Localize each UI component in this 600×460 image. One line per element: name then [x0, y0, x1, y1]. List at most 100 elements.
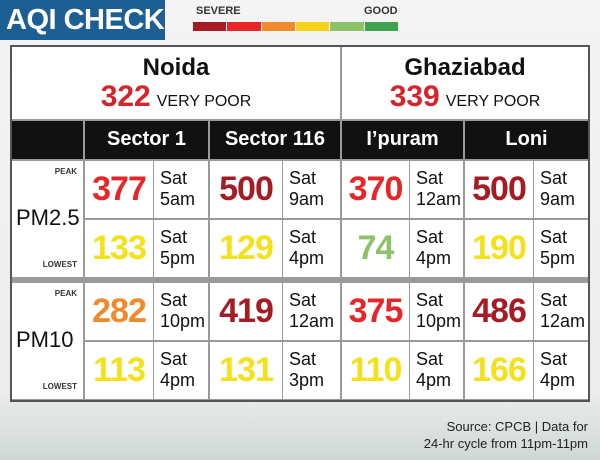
city-aqi-line: 339 VERY POOR: [342, 81, 588, 118]
city-category: VERY POOR: [156, 93, 252, 110]
scale-segment: [295, 22, 330, 31]
day: Sat: [289, 349, 317, 369]
row-label: PEAK: [54, 167, 77, 176]
value-cell: 113: [85, 342, 153, 399]
time: 5am: [160, 189, 196, 209]
city-category: VERY POOR: [445, 93, 541, 110]
value-cell: 74: [342, 220, 409, 277]
value-cell: 129: [210, 220, 282, 277]
aqi-table: Noida 322 VERY POOR Ghaziabad 339 VERY POOR Se…: [10, 45, 590, 402]
day: Sat: [160, 168, 188, 188]
day: Sat: [540, 168, 568, 188]
city-name: Noida: [142, 54, 210, 81]
value-cell: 110: [342, 342, 409, 399]
day: Sat: [289, 290, 317, 310]
time: 12am: [289, 311, 335, 331]
time-cell: Sat 10pm: [410, 283, 463, 340]
time-cell: Sat 4pm: [154, 342, 208, 399]
value-cell: 131: [210, 342, 282, 399]
title: AQI CHECK: [0, 0, 165, 40]
pollutant-label-cell: PEAK PM10 LOWEST: [12, 283, 83, 399]
value-cell: 500: [465, 161, 533, 218]
city-header: Noida 322 VERY POOR: [12, 47, 340, 119]
day: Sat: [289, 227, 317, 247]
day: Sat: [540, 290, 568, 310]
scale-segment: [261, 22, 295, 31]
station-header: I’puram: [342, 121, 463, 159]
time: 4pm: [540, 370, 576, 390]
time: 4pm: [289, 248, 325, 268]
value-cell: 419: [210, 283, 282, 340]
source-note: Source: CPCB | Data for 24-hr cycle from…: [424, 418, 588, 452]
day: Sat: [160, 349, 188, 369]
value-cell: 133: [85, 220, 153, 277]
time-cell: Sat 4pm: [534, 342, 588, 399]
time: 4pm: [416, 370, 452, 390]
city-name: Ghaziabad: [404, 54, 526, 81]
day: Sat: [540, 349, 568, 369]
value-cell: 500: [210, 161, 282, 218]
time: 5pm: [540, 248, 576, 268]
station-header: Sector 1: [85, 121, 208, 159]
time: 9am: [289, 189, 325, 209]
day: Sat: [416, 168, 444, 188]
day: Sat: [416, 290, 444, 310]
day: Sat: [540, 227, 568, 247]
time-cell: Sat 4pm: [283, 220, 340, 277]
time-cell: Sat 9am: [534, 161, 588, 218]
time-cell: Sat 10pm: [154, 283, 208, 340]
time-cell: Sat 5am: [154, 161, 208, 218]
pollutant-name: PM10: [16, 327, 74, 352]
value-cell: 190: [465, 220, 533, 277]
value-cell: 486: [465, 283, 533, 340]
time: 10pm: [416, 311, 462, 331]
city-header: Ghaziabad 339 VERY POOR: [342, 47, 588, 119]
time-cell: Sat 4pm: [410, 220, 463, 277]
pollutant-label-cell: PEAK PM2.5 LOWEST: [12, 161, 83, 277]
day: Sat: [416, 227, 444, 247]
value-cell: 370: [342, 161, 409, 218]
day: Sat: [416, 349, 444, 369]
day: Sat: [160, 227, 188, 247]
city-aqi: 322: [100, 80, 151, 113]
city-aqi-line: 322 VERY POOR: [12, 81, 340, 118]
time: 4pm: [416, 248, 452, 268]
value-cell: 375: [342, 283, 409, 340]
time: 10pm: [160, 311, 206, 331]
scale-segment: [330, 22, 364, 31]
pollutant-name: PM2.5: [16, 205, 80, 230]
scale-left-label: SEVERE: [196, 5, 241, 17]
time-cell: Sat 3pm: [283, 342, 340, 399]
source-line: Source: CPCB | Data for: [446, 419, 588, 434]
station-header: Sector 116: [210, 121, 340, 159]
time-cell: Sat 12am: [410, 161, 463, 218]
time: 3pm: [289, 370, 325, 390]
value-cell: 166: [465, 342, 533, 399]
day: Sat: [289, 168, 317, 188]
corner: [12, 121, 83, 159]
time: 9am: [540, 189, 576, 209]
time-cell: Sat 12am: [283, 283, 340, 340]
time-cell: Sat 4pm: [410, 342, 463, 399]
time-cell: Sat 9am: [283, 161, 340, 218]
scale-right-label: GOOD: [364, 5, 398, 17]
time-cell: Sat 12am: [534, 283, 588, 340]
row-label: PEAK: [54, 289, 77, 298]
city-aqi: 339: [389, 80, 440, 113]
scale-segment: [193, 22, 227, 31]
time-cell: Sat 5pm: [154, 220, 208, 277]
source-line: 24-hr cycle from 11pm-11pm: [423, 436, 588, 451]
time: 4pm: [160, 370, 196, 390]
time: 12am: [416, 189, 462, 209]
scale-segment: [364, 22, 398, 31]
row-label: LOWEST: [42, 382, 77, 391]
row-label: LOWEST: [42, 260, 77, 269]
time-cell: Sat 5pm: [534, 220, 588, 277]
day: Sat: [160, 290, 188, 310]
time: 12am: [540, 311, 586, 331]
scale-segment: [227, 22, 261, 31]
value-cell: 377: [85, 161, 153, 218]
time: 5pm: [160, 248, 196, 268]
scale-bar: [193, 22, 399, 31]
